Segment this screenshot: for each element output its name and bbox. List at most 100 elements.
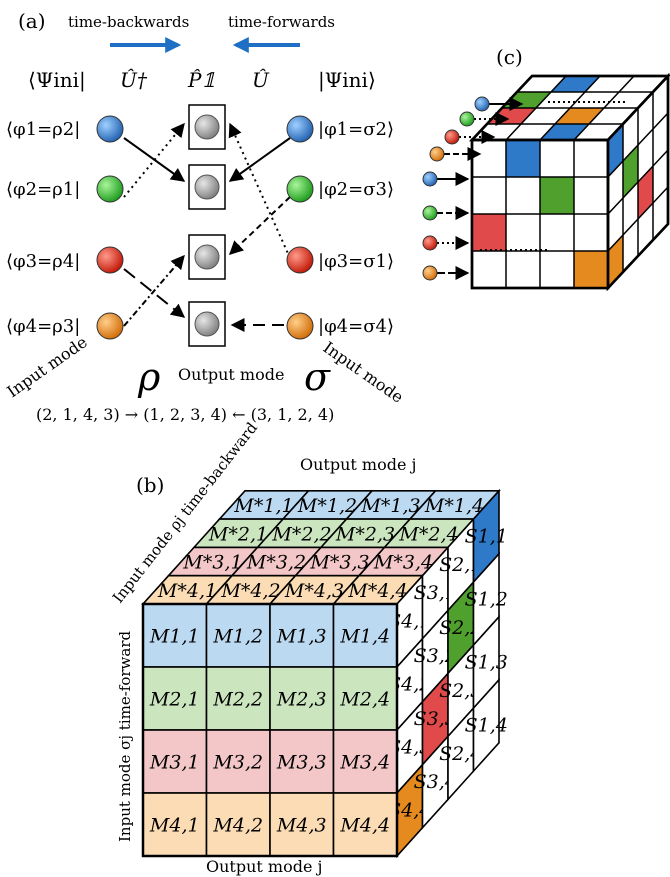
c-front-colored-cell: [506, 140, 540, 177]
top-cell-label: M*4,4: [347, 580, 407, 602]
left-state-4: ⟨φ4=ρ3|: [6, 316, 80, 337]
front-cell-label: M1,2: [212, 626, 263, 648]
output-mode-label: Output mode: [178, 365, 284, 384]
side-cell-label: S2,4: [439, 743, 482, 765]
right-node-red: [286, 246, 314, 274]
panel-a-label: (a): [18, 9, 46, 33]
left-state-1: ⟨φ1=ρ2|: [6, 119, 80, 140]
front-cell-label: M2,4: [339, 689, 390, 711]
front-cell: [332, 729, 398, 794]
c-top-node-orange: [429, 146, 445, 162]
left-state-3: ⟨φ3=ρ4|: [6, 251, 80, 272]
front-cell-label: M4,3: [276, 815, 327, 837]
front-cell-label: M3,4: [339, 752, 390, 774]
side-cell-label: S4,4: [388, 799, 431, 821]
time-backwards-label: time-backwards: [68, 13, 189, 31]
c-top-node-red: [444, 129, 460, 145]
cube-b-front-face: M1,1 M1,2 M1,3 M1,4 M2,1 M2,2 M2,3 M2,4 M3,1 M3,2…: [141, 602, 399, 858]
c-top-node-green: [459, 111, 475, 127]
top-cell-label: M*2,2: [271, 523, 331, 545]
panel-c-label: (c): [496, 45, 523, 69]
c-front-colored-cell: [574, 251, 608, 288]
c-side-colored-cell: [638, 166, 653, 219]
front-cell: [269, 792, 335, 857]
front-cell: [269, 666, 335, 731]
side-cell: [472, 677, 500, 774]
c-front-node-orange: [422, 265, 438, 281]
panel-c-inputs: [422, 96, 524, 281]
c-front-node-blue: [422, 171, 438, 187]
front-cell: [332, 603, 398, 668]
rho-symbol: ρ: [137, 355, 161, 399]
side-cell-label: S2,1: [439, 554, 482, 576]
connection-right-3-to-1: [228, 122, 291, 259]
side-cell-label: S1,2: [465, 588, 508, 610]
projector-column: [188, 104, 226, 347]
side-cell-label: S4,1: [388, 610, 431, 632]
psi-ini-ket: |Ψini⟩: [318, 68, 376, 93]
front-cell: [205, 792, 271, 857]
c-side-colored-cell: [623, 145, 638, 198]
side-cell-label: S1,4: [465, 714, 508, 736]
u-dagger-label: Û†: [120, 67, 148, 92]
front-cell: [332, 792, 398, 857]
front-cell-label: M3,3: [276, 752, 327, 774]
c-front-colored-cell: [540, 177, 574, 214]
front-cell-label: M4,4: [339, 815, 390, 837]
right-state-4: |φ4=σ4⟩: [318, 316, 394, 337]
psi-ini-bra: ⟨Ψini|: [28, 68, 86, 93]
front-cell-label: M1,4: [339, 626, 390, 648]
connection-lines: [123, 122, 291, 332]
top-cell-label: M*3,1: [182, 552, 242, 574]
top-cell-label: M*4,2: [220, 580, 280, 602]
side-cell-label: S1,1: [465, 525, 508, 547]
front-cell: [142, 666, 208, 731]
connection-right-1-to-2: [228, 137, 291, 182]
side-cell-label: S4,2: [388, 673, 431, 695]
front-cell: [269, 729, 335, 794]
permutation-line: (2, 1, 4, 3) → (1, 2, 3, 4) ← (3, 1, 2, …: [36, 405, 334, 424]
right-node-orange: [286, 312, 314, 340]
panel-c-cube: [469, 72, 670, 292]
top-cell-label: M*3,4: [373, 552, 433, 574]
front-cell-label: M4,1: [149, 815, 200, 837]
front-cell-label: M2,1: [149, 689, 200, 711]
side-cell-label: S2,3: [439, 680, 482, 702]
left-node-orange: [96, 312, 124, 340]
input-mode-left-label: Input mode: [3, 332, 90, 401]
right-state-3: |φ3=σ1⟩: [318, 251, 394, 272]
sigma-symbol: σ: [304, 355, 331, 399]
u-label: Û: [252, 67, 270, 92]
side-cell-label: S3,1: [414, 582, 457, 604]
side-cell-label: S3,3: [414, 708, 457, 730]
c-top-node-blue: [474, 96, 490, 112]
right-node-green: [286, 175, 314, 203]
front-cell: [142, 792, 208, 857]
input-mode-right-label: Input mode: [320, 338, 407, 407]
output-node-1: [194, 114, 220, 140]
top-cell-label: M*2,3: [335, 523, 395, 545]
top-cell-label: M*3,2: [246, 552, 306, 574]
front-cell-label: M3,1: [149, 752, 200, 774]
left-state-2: ⟨φ2=ρ1|: [6, 179, 80, 200]
top-cell-label: M*2,1: [208, 523, 268, 545]
right-node-blue: [286, 115, 314, 143]
front-cell-label: M1,1: [149, 626, 200, 648]
front-cell-label: M2,3: [276, 689, 327, 711]
panel-b-label: (b): [136, 473, 164, 497]
side-cell-label: S1,3: [465, 651, 508, 673]
output-node-3: [194, 244, 220, 270]
top-cell-label: M*1,4: [424, 495, 484, 517]
front-cell: [205, 666, 271, 731]
time-forwards-label: time-forwards: [228, 13, 335, 31]
front-cell: [332, 666, 398, 731]
front-cell-label: M2,2: [212, 689, 263, 711]
right-state-2: |φ2=σ3⟩: [318, 179, 394, 200]
top-output-mode-label: Output mode j: [300, 455, 416, 474]
connection-left-3-to-4: [123, 268, 186, 318]
top-cell-label: M*1,1: [233, 495, 293, 517]
top-cell-label: M*4,3: [284, 580, 344, 602]
side-cell-label: S3,4: [414, 771, 457, 793]
